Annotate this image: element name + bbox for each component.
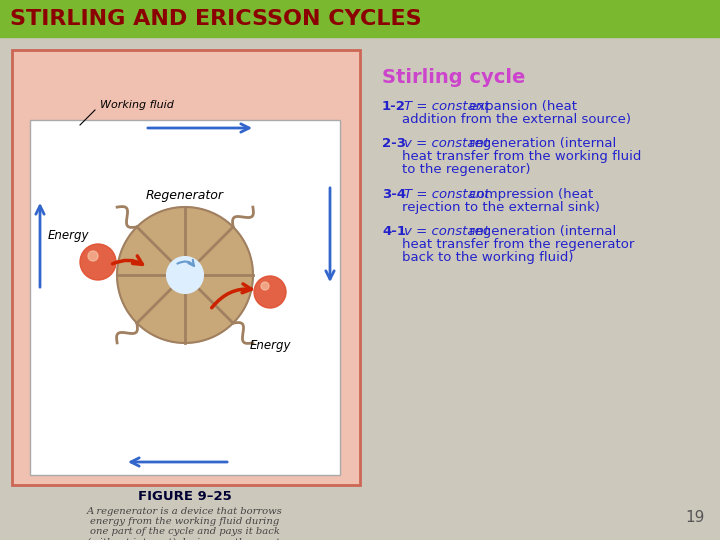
Text: one part of the cycle and pays it back: one part of the cycle and pays it back xyxy=(90,528,280,537)
Text: Working fluid: Working fluid xyxy=(100,100,174,110)
Circle shape xyxy=(88,251,98,261)
Text: Regenerator: Regenerator xyxy=(146,188,224,201)
Bar xyxy=(12,50,360,485)
Text: STIRLING AND ERICSSON CYCLES: STIRLING AND ERICSSON CYCLES xyxy=(10,9,422,29)
Text: A regenerator is a device that borrows: A regenerator is a device that borrows xyxy=(87,508,283,516)
Bar xyxy=(30,120,340,475)
Text: to the regenerator): to the regenerator) xyxy=(402,163,531,176)
Text: v = constant: v = constant xyxy=(404,137,489,150)
Text: heat transfer from the regenerator: heat transfer from the regenerator xyxy=(402,238,634,251)
Text: 3-4: 3-4 xyxy=(382,188,406,201)
Circle shape xyxy=(80,244,116,280)
Text: Energy: Energy xyxy=(249,339,291,352)
Circle shape xyxy=(117,207,253,343)
Text: (without interest) during another part.: (without interest) during another part. xyxy=(87,537,283,540)
Text: 19: 19 xyxy=(685,510,705,525)
Text: energy from the working fluid during: energy from the working fluid during xyxy=(91,517,279,526)
Text: FIGURE 9–25: FIGURE 9–25 xyxy=(138,490,232,503)
Text: heat transfer from the working fluid: heat transfer from the working fluid xyxy=(402,150,642,163)
Text: 2-3: 2-3 xyxy=(382,137,406,150)
Text: 1-2: 1-2 xyxy=(382,100,406,113)
Circle shape xyxy=(167,257,203,293)
Text: 4-1: 4-1 xyxy=(382,225,406,238)
Text: T = constant: T = constant xyxy=(404,188,490,201)
Text: regeneration (internal: regeneration (internal xyxy=(465,225,616,238)
Text: Energy: Energy xyxy=(48,228,89,241)
Text: regeneration (internal: regeneration (internal xyxy=(465,137,616,150)
Text: T = constant: T = constant xyxy=(404,100,490,113)
Text: back to the working fluid): back to the working fluid) xyxy=(402,251,574,264)
Text: expansion (heat: expansion (heat xyxy=(465,100,577,113)
Text: v = constant: v = constant xyxy=(404,225,489,238)
Text: rejection to the external sink): rejection to the external sink) xyxy=(402,201,600,214)
Bar xyxy=(0,0,720,37)
Circle shape xyxy=(261,282,269,290)
Text: addition from the external source): addition from the external source) xyxy=(402,113,631,126)
Text: compression (heat: compression (heat xyxy=(465,188,593,201)
Circle shape xyxy=(254,276,286,308)
Text: Stirling cycle: Stirling cycle xyxy=(382,68,526,87)
